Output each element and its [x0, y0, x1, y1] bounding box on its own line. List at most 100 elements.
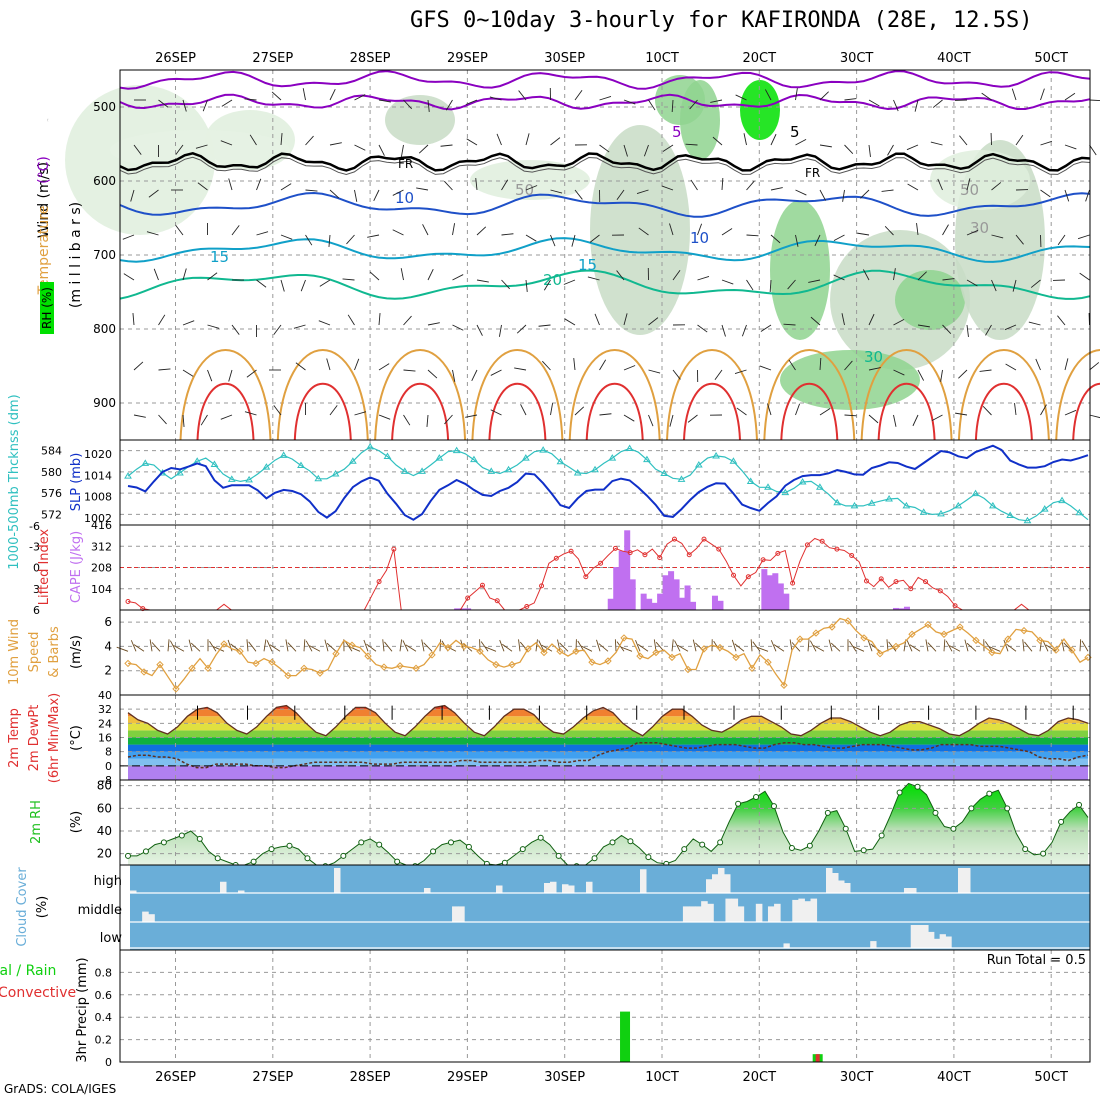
wind-barb [182, 414, 185, 427]
wind-speed-marker [668, 653, 676, 662]
contour-label: 15 [578, 256, 597, 274]
wind-barb [501, 233, 514, 236]
wind10-axis-label: Speed [27, 632, 42, 673]
wind-barb [599, 144, 610, 153]
wind-barb [520, 404, 527, 416]
wind-barb [819, 144, 832, 148]
rh-marker [1076, 801, 1083, 808]
rh-marker [394, 858, 401, 865]
lifted-marker [908, 586, 914, 592]
slp-axis-label: SLP (mb) [69, 453, 84, 512]
wind-barb [541, 644, 553, 652]
wind-barb [418, 144, 429, 154]
wind-barb [868, 367, 881, 371]
wind-barb [1064, 358, 1069, 371]
wind-barb [598, 643, 609, 652]
wind-barb [596, 639, 601, 652]
wind-barb [476, 226, 487, 236]
wind-barb [1022, 639, 1025, 652]
rh-marker [196, 835, 203, 842]
wind-barb [721, 279, 734, 285]
wind-barb [638, 227, 649, 236]
temperature-label: Temperature [36, 206, 52, 296]
wind-barb [220, 414, 233, 420]
cloud-row-label: high [94, 874, 122, 889]
cloud-bar [804, 901, 812, 922]
temp-tick-label: 32 [98, 703, 112, 716]
wind-barb [770, 187, 783, 191]
contour-label: 5 [672, 123, 682, 141]
precip-tick-label: 0.4 [95, 1011, 113, 1024]
lifted-marker [923, 579, 929, 585]
wind-barb [991, 279, 997, 292]
upper-air-wind-label: Wind (m/s) [36, 162, 52, 238]
wind-barb [931, 414, 943, 422]
thickness-marker [383, 452, 392, 459]
wind-barb [190, 642, 201, 652]
wind-speed-marker [876, 650, 884, 658]
wind-barb [273, 324, 282, 335]
rh-shading [770, 200, 830, 340]
isotherm-line [276, 349, 369, 441]
wind-barb [354, 189, 358, 202]
wind-barb [991, 234, 1004, 239]
lifted-marker [834, 546, 840, 552]
wind-barb [662, 144, 674, 152]
wind-barb [860, 189, 870, 199]
isotherm-line [1055, 349, 1100, 441]
lifted-marker [627, 550, 633, 556]
wind-speed-marker [396, 662, 404, 670]
thickness-marker [435, 454, 444, 461]
cloud-bar [945, 936, 952, 948]
page-title: GFS 0~10day 3-hourly for KAFIRONDA (28E,… [410, 8, 1033, 33]
wind-barb [202, 99, 208, 112]
wind-barb [769, 279, 772, 293]
cloud-bar [695, 906, 702, 922]
wind-barb [480, 641, 489, 652]
wind-barb [833, 274, 845, 281]
slp-tick-label: 1020 [84, 448, 112, 461]
wind-barb [535, 639, 538, 652]
thickness-marker [971, 489, 980, 497]
wind-speed-marker [348, 641, 356, 649]
wind-barb [1003, 639, 1009, 652]
wind-barb [959, 135, 968, 146]
wind-barb [1005, 363, 1017, 371]
date-tick-label: 28SEP [350, 51, 391, 66]
cloud-bar [142, 911, 149, 922]
cloud-row-label: low [100, 931, 123, 946]
wind-barb [867, 639, 873, 652]
cloud-bar [712, 874, 719, 893]
cloud-bar [706, 879, 713, 893]
rh-marker [878, 832, 885, 839]
thickness-marker [297, 461, 305, 468]
wind-speed-marker [732, 653, 740, 662]
wind-barb [767, 403, 772, 416]
wind-barb [173, 645, 185, 652]
temp-band [128, 744, 1088, 752]
cape-axis-label: CAPE (J/kg) [69, 531, 84, 603]
wind-barb [881, 189, 894, 192]
wind-speed-marker [1052, 646, 1060, 654]
date-tick-label: 29SEP [447, 1070, 488, 1085]
wind-barb [984, 641, 993, 652]
cloud-bar [910, 925, 918, 948]
contour-label: 50 [960, 181, 979, 199]
wind-barb [444, 414, 453, 425]
wind-barb [246, 639, 249, 652]
wind-barb [886, 639, 889, 652]
rh-marker [1022, 846, 1029, 853]
lifted-marker [804, 542, 810, 548]
wind-barb [943, 639, 946, 652]
cape-bar [662, 575, 669, 610]
wind-speed-marker [284, 671, 292, 680]
thickness-marker [677, 475, 686, 482]
wind-speed-marker [172, 685, 180, 693]
rh-marker [824, 809, 831, 816]
wind-speed-marker [684, 665, 692, 674]
thickness-marker [470, 455, 478, 463]
cloud-bar [148, 914, 155, 922]
wind10-axis-label: & Barbs [47, 626, 62, 678]
wind-speed-marker [956, 623, 964, 631]
thickness-slp-panel: 572 576 580 584 1002 1008 1014 1020 1000-500mb T… [7, 394, 1091, 570]
